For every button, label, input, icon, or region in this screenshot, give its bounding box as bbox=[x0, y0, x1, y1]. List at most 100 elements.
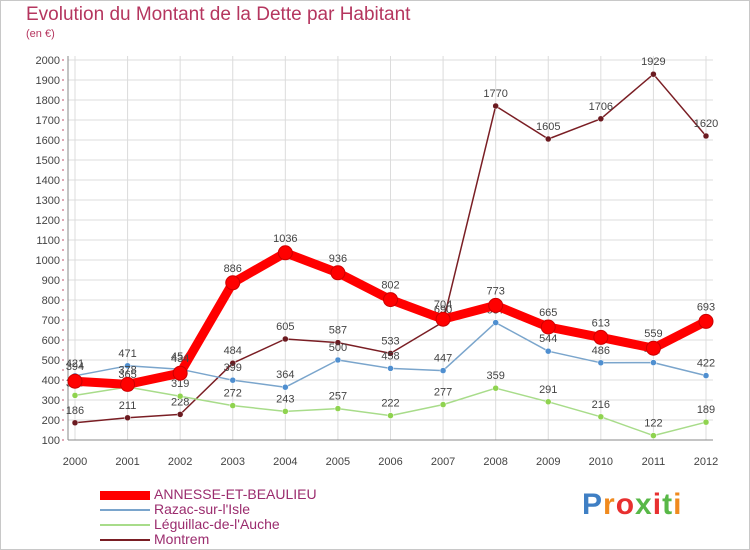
y-tick-label: 200 bbox=[42, 415, 60, 427]
data-point bbox=[120, 376, 136, 392]
data-point bbox=[229, 359, 236, 367]
logo-letter: i bbox=[652, 488, 663, 521]
data-label: 122 bbox=[644, 418, 662, 430]
chart-title: Evolution du Montant de la Dette par Hab… bbox=[26, 4, 411, 25]
data-label: 486 bbox=[592, 345, 610, 357]
data-point bbox=[698, 313, 714, 329]
y-tick-label: 1400 bbox=[36, 175, 60, 187]
proxiti-logo: Proxiti bbox=[582, 488, 682, 522]
data-point bbox=[540, 319, 556, 335]
data-point bbox=[229, 376, 236, 384]
data-point bbox=[225, 275, 241, 291]
y-tick-label: 1000 bbox=[36, 255, 60, 267]
data-label: 291 bbox=[539, 384, 557, 396]
y-tick-label: 1600 bbox=[36, 135, 60, 147]
logo-letter: t bbox=[662, 488, 674, 521]
data-point bbox=[650, 70, 657, 78]
data-point bbox=[383, 292, 398, 308]
legend-swatch-razac bbox=[100, 509, 150, 512]
x-tick-label: 2001 bbox=[115, 456, 139, 468]
data-point bbox=[545, 135, 552, 143]
data-label: 272 bbox=[224, 388, 242, 400]
y-tick-label: 1200 bbox=[36, 215, 60, 227]
data-point bbox=[334, 356, 342, 364]
data-label: 228 bbox=[171, 396, 189, 408]
y-tick-label: 1900 bbox=[36, 75, 60, 87]
data-label: 1036 bbox=[273, 233, 297, 245]
y-tick-label: 2000 bbox=[36, 55, 60, 67]
data-point bbox=[71, 392, 79, 399]
logo-letter: o bbox=[615, 488, 636, 521]
data-point bbox=[545, 398, 552, 406]
data-label: 704 bbox=[434, 299, 452, 311]
data-label: 422 bbox=[697, 358, 715, 370]
data-label: 364 bbox=[276, 369, 294, 381]
x-tick-label: 2004 bbox=[273, 456, 297, 468]
data-point bbox=[387, 350, 394, 357]
data-point bbox=[387, 365, 394, 372]
data-label: 886 bbox=[224, 263, 242, 275]
data-label: 189 bbox=[697, 404, 715, 416]
x-tick-label: 2003 bbox=[221, 456, 245, 468]
y-tick-label: 700 bbox=[42, 315, 60, 327]
data-point bbox=[176, 392, 184, 400]
data-label: 257 bbox=[329, 391, 347, 403]
data-point bbox=[545, 347, 552, 355]
data-point bbox=[176, 411, 184, 418]
x-tick-label: 2005 bbox=[326, 456, 350, 468]
legend-swatch-annesse bbox=[100, 490, 150, 500]
data-point bbox=[597, 413, 605, 421]
data-point bbox=[334, 339, 342, 346]
data-point bbox=[492, 384, 499, 392]
y-tick-label: 500 bbox=[42, 355, 60, 367]
legend-label-leguillac: Léguillac-de-l'Auche bbox=[154, 516, 280, 532]
data-label: 533 bbox=[381, 335, 399, 347]
y-tick-label: 400 bbox=[42, 375, 60, 387]
legend-swatch-leguillac bbox=[100, 524, 150, 527]
legend-item-annesse: ANNESSE-ET-BEAULIEU bbox=[100, 487, 317, 502]
data-label: 186 bbox=[66, 405, 84, 417]
legend-label-razac: Razac-sur-l'Isle bbox=[154, 501, 251, 517]
data-label: 1605 bbox=[536, 121, 560, 133]
y-tick-label: 800 bbox=[42, 295, 60, 307]
legend-swatch-montrem bbox=[100, 539, 150, 542]
x-tick-label: 2008 bbox=[483, 456, 507, 468]
data-point bbox=[172, 365, 188, 381]
data-label: 458 bbox=[381, 350, 399, 362]
data-label: 605 bbox=[276, 321, 294, 333]
data-point bbox=[282, 335, 289, 343]
data-point bbox=[387, 412, 394, 419]
data-point bbox=[488, 297, 504, 313]
data-label: 365 bbox=[118, 369, 136, 381]
data-point bbox=[330, 265, 346, 281]
data-point bbox=[492, 319, 499, 326]
y-tick-label: 1100 bbox=[36, 235, 60, 247]
data-point bbox=[492, 102, 499, 110]
data-point bbox=[334, 405, 342, 412]
legend-item-razac: Razac-sur-l'Isle bbox=[100, 502, 317, 517]
data-point bbox=[597, 359, 605, 367]
y-tick-label: 1500 bbox=[36, 155, 60, 167]
data-point bbox=[702, 132, 710, 140]
data-label: 211 bbox=[119, 400, 137, 412]
data-point bbox=[702, 372, 710, 379]
data-label: 277 bbox=[434, 387, 452, 399]
legend-label-montrem: Montrem bbox=[154, 531, 210, 547]
data-label: 693 bbox=[697, 301, 715, 313]
data-label: 243 bbox=[276, 393, 294, 405]
data-point bbox=[229, 402, 236, 409]
data-point bbox=[650, 432, 657, 439]
x-tick-label: 2010 bbox=[589, 456, 613, 468]
legend: ANNESSE-ET-BEAULIEU Razac-sur-l'Isle Lég… bbox=[100, 487, 317, 547]
data-label: 559 bbox=[644, 328, 662, 340]
data-label: 319 bbox=[171, 378, 189, 390]
data-label: 665 bbox=[539, 307, 557, 319]
data-point bbox=[124, 414, 131, 422]
x-tick-label: 2011 bbox=[642, 456, 666, 468]
chart-unit: (en €) bbox=[26, 28, 55, 40]
data-label: 1770 bbox=[483, 88, 507, 100]
data-point bbox=[282, 408, 289, 415]
data-point bbox=[439, 401, 447, 408]
data-label: 216 bbox=[592, 399, 610, 411]
x-tick-label: 2000 bbox=[63, 456, 87, 468]
